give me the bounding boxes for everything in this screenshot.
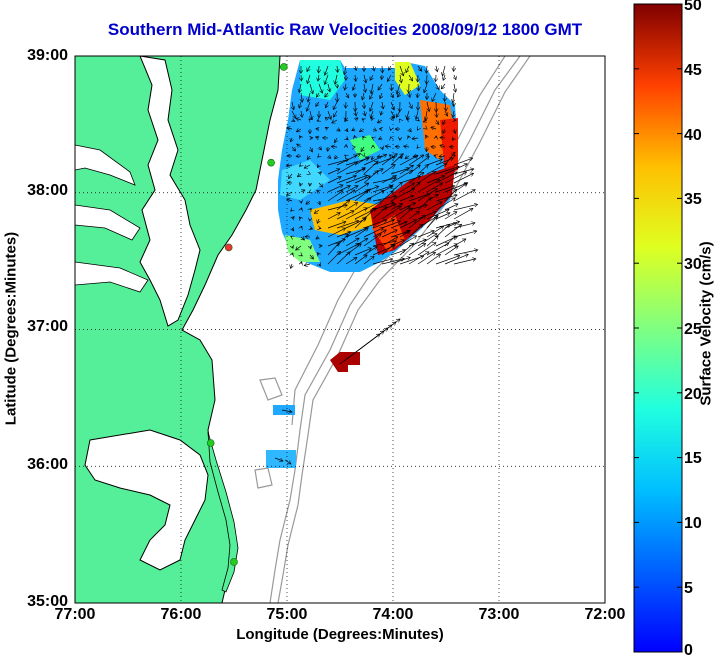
x-tick: 73:00: [469, 606, 529, 624]
velocity-patch: [266, 450, 296, 468]
colorbar-tick-label: 5: [684, 580, 720, 598]
x-tick: 72:00: [575, 606, 635, 624]
x-tick: 75:00: [257, 606, 317, 624]
station-marker: [268, 159, 275, 166]
colorbar-tick-label: 10: [684, 515, 720, 533]
colorbar-tick-label: 40: [684, 127, 720, 145]
x-axis-label: Longitude (Degrees:Minutes): [75, 626, 605, 643]
velocity-vector: [399, 119, 400, 120]
velocity-vector: [372, 137, 373, 138]
station-marker: [231, 558, 238, 565]
colorbar: [634, 4, 682, 652]
x-tick: 77:00: [45, 606, 105, 624]
x-tick: 76:00: [151, 606, 211, 624]
x-tick: 74:00: [363, 606, 423, 624]
station-marker: [207, 440, 214, 447]
y-axis-label: Latitude (Degrees:Minutes): [3, 214, 20, 444]
station-marker: [225, 244, 232, 251]
y-tick: 36:00: [0, 456, 68, 474]
velocity-vector: [309, 192, 310, 193]
colorbar-tick-label: 45: [684, 62, 720, 80]
colorbar-tick-label: 50: [684, 0, 720, 15]
station-marker: [280, 63, 287, 70]
y-tick: 38:00: [0, 182, 68, 200]
velocity-patch: [273, 405, 295, 415]
colorbar-label: Surface Velocity (cm/s): [698, 184, 715, 464]
y-tick: 39:00: [0, 47, 68, 65]
colorbar-tick-label: 0: [684, 642, 720, 660]
